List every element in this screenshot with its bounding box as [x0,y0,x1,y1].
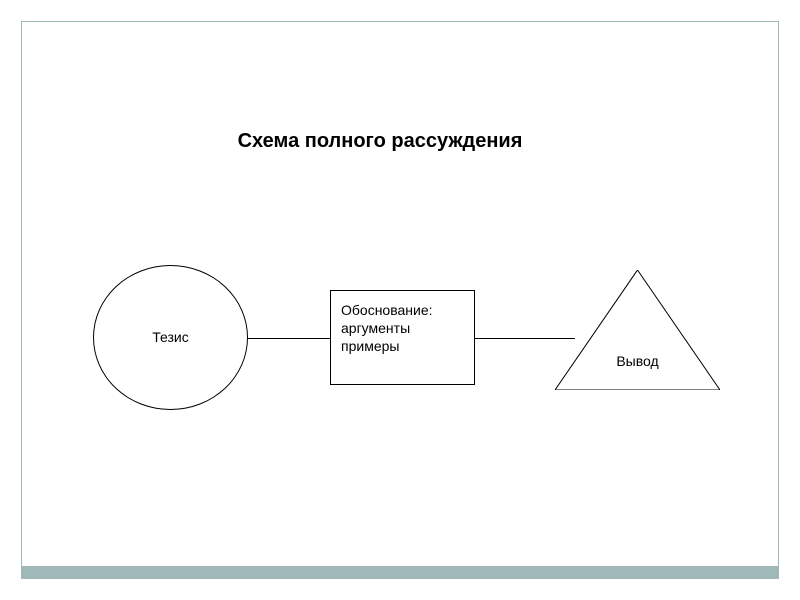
diagram-title: Схема полного рассуждения [180,130,580,153]
edge-thesis-justification [248,338,330,339]
node-conclusion-label: Вывод [555,352,720,370]
node-thesis-label: Тезис [152,328,188,346]
node-thesis: Тезис [93,265,248,410]
bottom-accent-bar [21,566,779,579]
node-justification-label: Обоснование: аргументы примеры [341,301,433,356]
node-conclusion: Вывод [555,270,720,390]
triangle-icon [555,270,720,390]
node-justification: Обоснование: аргументы примеры [330,290,475,385]
